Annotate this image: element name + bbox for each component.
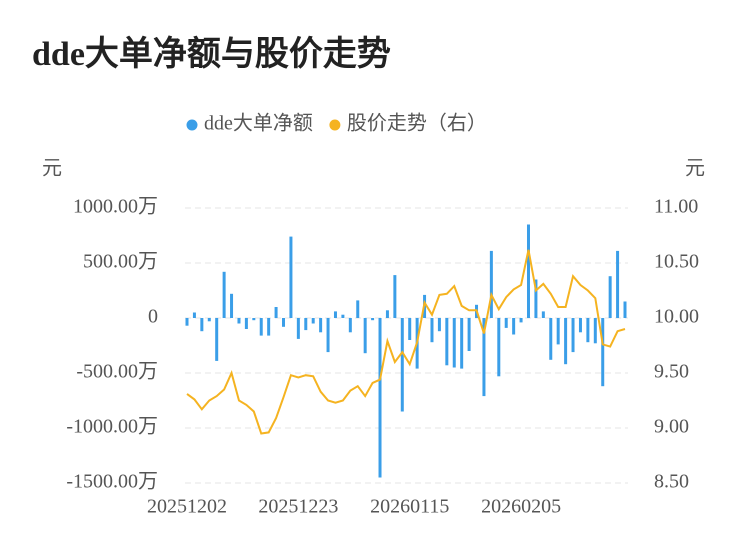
bar	[385, 310, 389, 318]
bar	[497, 318, 501, 377]
y2-tick-label: 9.50	[654, 361, 689, 383]
y2-tick-label: 8.50	[654, 471, 689, 493]
bar	[460, 318, 464, 369]
bar	[222, 271, 226, 318]
y2-tick-label: 11.00	[654, 196, 698, 218]
bar	[326, 318, 330, 353]
bar	[333, 311, 337, 318]
bar	[556, 318, 560, 345]
bar	[371, 318, 375, 321]
bar	[549, 318, 553, 360]
bar	[616, 250, 620, 318]
bar	[526, 224, 530, 318]
x-tick-label: 20260115	[370, 496, 449, 518]
bar	[215, 318, 219, 361]
bar	[237, 318, 241, 324]
bar	[348, 318, 352, 333]
bar	[452, 318, 456, 368]
bar	[601, 318, 605, 387]
bar	[274, 307, 278, 318]
bar	[445, 318, 449, 366]
bar	[207, 318, 211, 322]
bar	[593, 318, 597, 344]
legend-marker	[329, 119, 341, 131]
bar	[482, 318, 486, 397]
y-tick-label: -1500.00万	[66, 471, 158, 493]
y2-tick-label: 10.50	[654, 251, 699, 273]
bar	[512, 318, 516, 335]
y-tick-label: 1000.00万	[73, 196, 158, 218]
legend-label: 股价走势（右）	[347, 112, 487, 135]
bar	[504, 318, 508, 328]
bar	[244, 318, 248, 329]
price-line	[186, 249, 626, 435]
bar	[467, 318, 471, 351]
chart-title: dde大单净额与股价走势	[32, 35, 391, 73]
y-tick-label: 0	[148, 306, 158, 328]
bar	[304, 318, 308, 331]
bar	[341, 314, 345, 318]
bar	[623, 301, 627, 318]
bar	[289, 236, 293, 318]
bar	[185, 318, 189, 326]
bar	[489, 250, 493, 318]
x-tick-label: 20251223	[258, 496, 338, 518]
bar	[534, 279, 538, 318]
bar	[393, 275, 397, 318]
bar	[541, 311, 545, 318]
bar	[586, 318, 590, 343]
legend-marker	[186, 119, 198, 131]
bar	[571, 318, 575, 353]
bar	[408, 318, 412, 340]
bar	[200, 318, 204, 332]
bar	[578, 318, 582, 333]
bar	[519, 318, 523, 323]
bar	[311, 318, 315, 324]
bar	[296, 318, 300, 339]
bar	[378, 318, 382, 478]
bar	[400, 318, 404, 412]
y-axis-label: 元	[42, 158, 62, 180]
x-tick-label: 20251202	[147, 496, 227, 518]
bar	[230, 293, 234, 318]
bar	[430, 318, 434, 343]
bar	[437, 318, 441, 332]
y2-axis-label: 元	[685, 158, 705, 180]
bar	[259, 318, 263, 336]
bar	[564, 318, 568, 365]
y-tick-label: -500.00万	[76, 361, 158, 383]
bar	[356, 300, 360, 318]
legend-label: dde大单净额	[204, 112, 313, 135]
bar	[267, 318, 271, 336]
y2-tick-label: 9.00	[654, 416, 689, 438]
y2-tick-label: 10.00	[654, 306, 699, 328]
bar	[319, 318, 323, 333]
bar	[608, 276, 612, 318]
bar	[282, 318, 286, 327]
y-tick-label: -1000.00万	[66, 416, 158, 438]
bar	[363, 318, 367, 354]
x-tick-label: 20260205	[481, 496, 561, 518]
bar	[252, 318, 256, 321]
bar	[192, 312, 196, 318]
y-tick-label: 500.00万	[83, 251, 158, 273]
